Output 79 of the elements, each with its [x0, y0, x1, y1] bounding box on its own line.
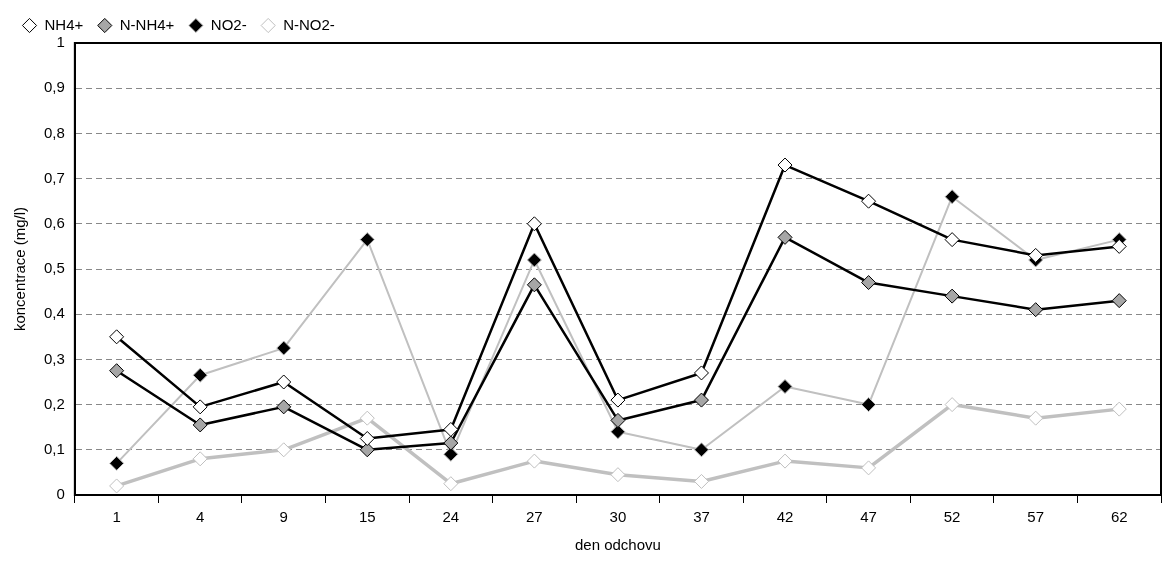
y-tick-label: 0,3: [43, 349, 65, 367]
point: [944, 397, 960, 413]
point: [359, 232, 375, 248]
x-tick-label: 9: [279, 508, 288, 526]
point: [693, 392, 709, 408]
point: [192, 451, 208, 467]
legend-label: N-NH4+: [119, 15, 175, 33]
x-tick-label: 37: [693, 508, 710, 526]
x-tick-label: 27: [526, 508, 543, 526]
x-tick-label: 57: [1027, 508, 1045, 526]
point: [526, 252, 542, 268]
point: [526, 216, 542, 232]
x-tick-label: 47: [860, 508, 877, 526]
legend-label: NH4+: [44, 15, 84, 33]
point: [443, 435, 459, 451]
point: [276, 442, 292, 458]
point: [693, 442, 709, 458]
point: [109, 363, 125, 379]
point: [443, 421, 459, 437]
point: [944, 232, 960, 248]
point: [777, 157, 793, 173]
point: [1111, 401, 1127, 417]
point: [109, 455, 125, 471]
point: [1028, 302, 1044, 318]
point: [777, 379, 793, 395]
point: [276, 340, 292, 356]
x-tick-label: 24: [442, 508, 460, 526]
y-tick-label: 0,7: [43, 168, 65, 186]
point: [861, 397, 877, 413]
y-tick-label: 0,6: [43, 213, 65, 231]
point: [610, 392, 626, 408]
point: [861, 193, 877, 209]
y-tick-label: 0,2: [43, 394, 65, 412]
y-tick-label: 0,5: [43, 259, 65, 277]
point: [109, 478, 125, 494]
point: [526, 277, 542, 293]
point: [610, 412, 626, 428]
point: [192, 399, 208, 415]
point: [1111, 238, 1127, 254]
point: [944, 189, 960, 205]
legend-label: NO2-: [210, 15, 247, 33]
x-axis-title: den odchovu: [574, 536, 661, 554]
point: [861, 460, 877, 476]
point: [861, 275, 877, 291]
y-tick-label: 0: [56, 485, 65, 503]
point: [443, 476, 459, 492]
x-tick-label: 42: [776, 508, 794, 526]
y-tick-label: 0,4: [43, 304, 65, 322]
point: [777, 229, 793, 245]
point: [1028, 247, 1044, 263]
point: [109, 329, 125, 345]
point: [526, 453, 542, 469]
y-tick-label: 0,9: [43, 78, 65, 96]
y-tick-label: 0,1: [43, 439, 65, 457]
point: [610, 467, 626, 483]
point: [276, 399, 292, 415]
point: [610, 424, 626, 440]
y-tick-label: 0,8: [43, 123, 65, 141]
y-tick-label: 1: [56, 33, 65, 51]
point: [359, 410, 375, 426]
point: [777, 453, 793, 469]
x-tick-label: 4: [196, 508, 205, 526]
x-tick-label: 1: [112, 508, 121, 526]
point: [693, 365, 709, 381]
point: [1028, 410, 1044, 426]
x-tick-label: 52: [943, 508, 961, 526]
x-tick-label: 62: [1110, 508, 1128, 526]
y-axis-title: koncentrace (mg/l): [11, 206, 29, 332]
x-tick-label: 15: [358, 508, 376, 526]
point: [944, 288, 960, 304]
point: [359, 431, 375, 446]
x-tick-label: 30: [609, 508, 627, 526]
point: [1111, 293, 1127, 309]
point: [192, 417, 208, 433]
point: [693, 473, 709, 489]
point: [192, 367, 208, 383]
legend-label: N-NO2-: [283, 15, 335, 33]
point: [276, 374, 292, 390]
point: [359, 442, 375, 458]
